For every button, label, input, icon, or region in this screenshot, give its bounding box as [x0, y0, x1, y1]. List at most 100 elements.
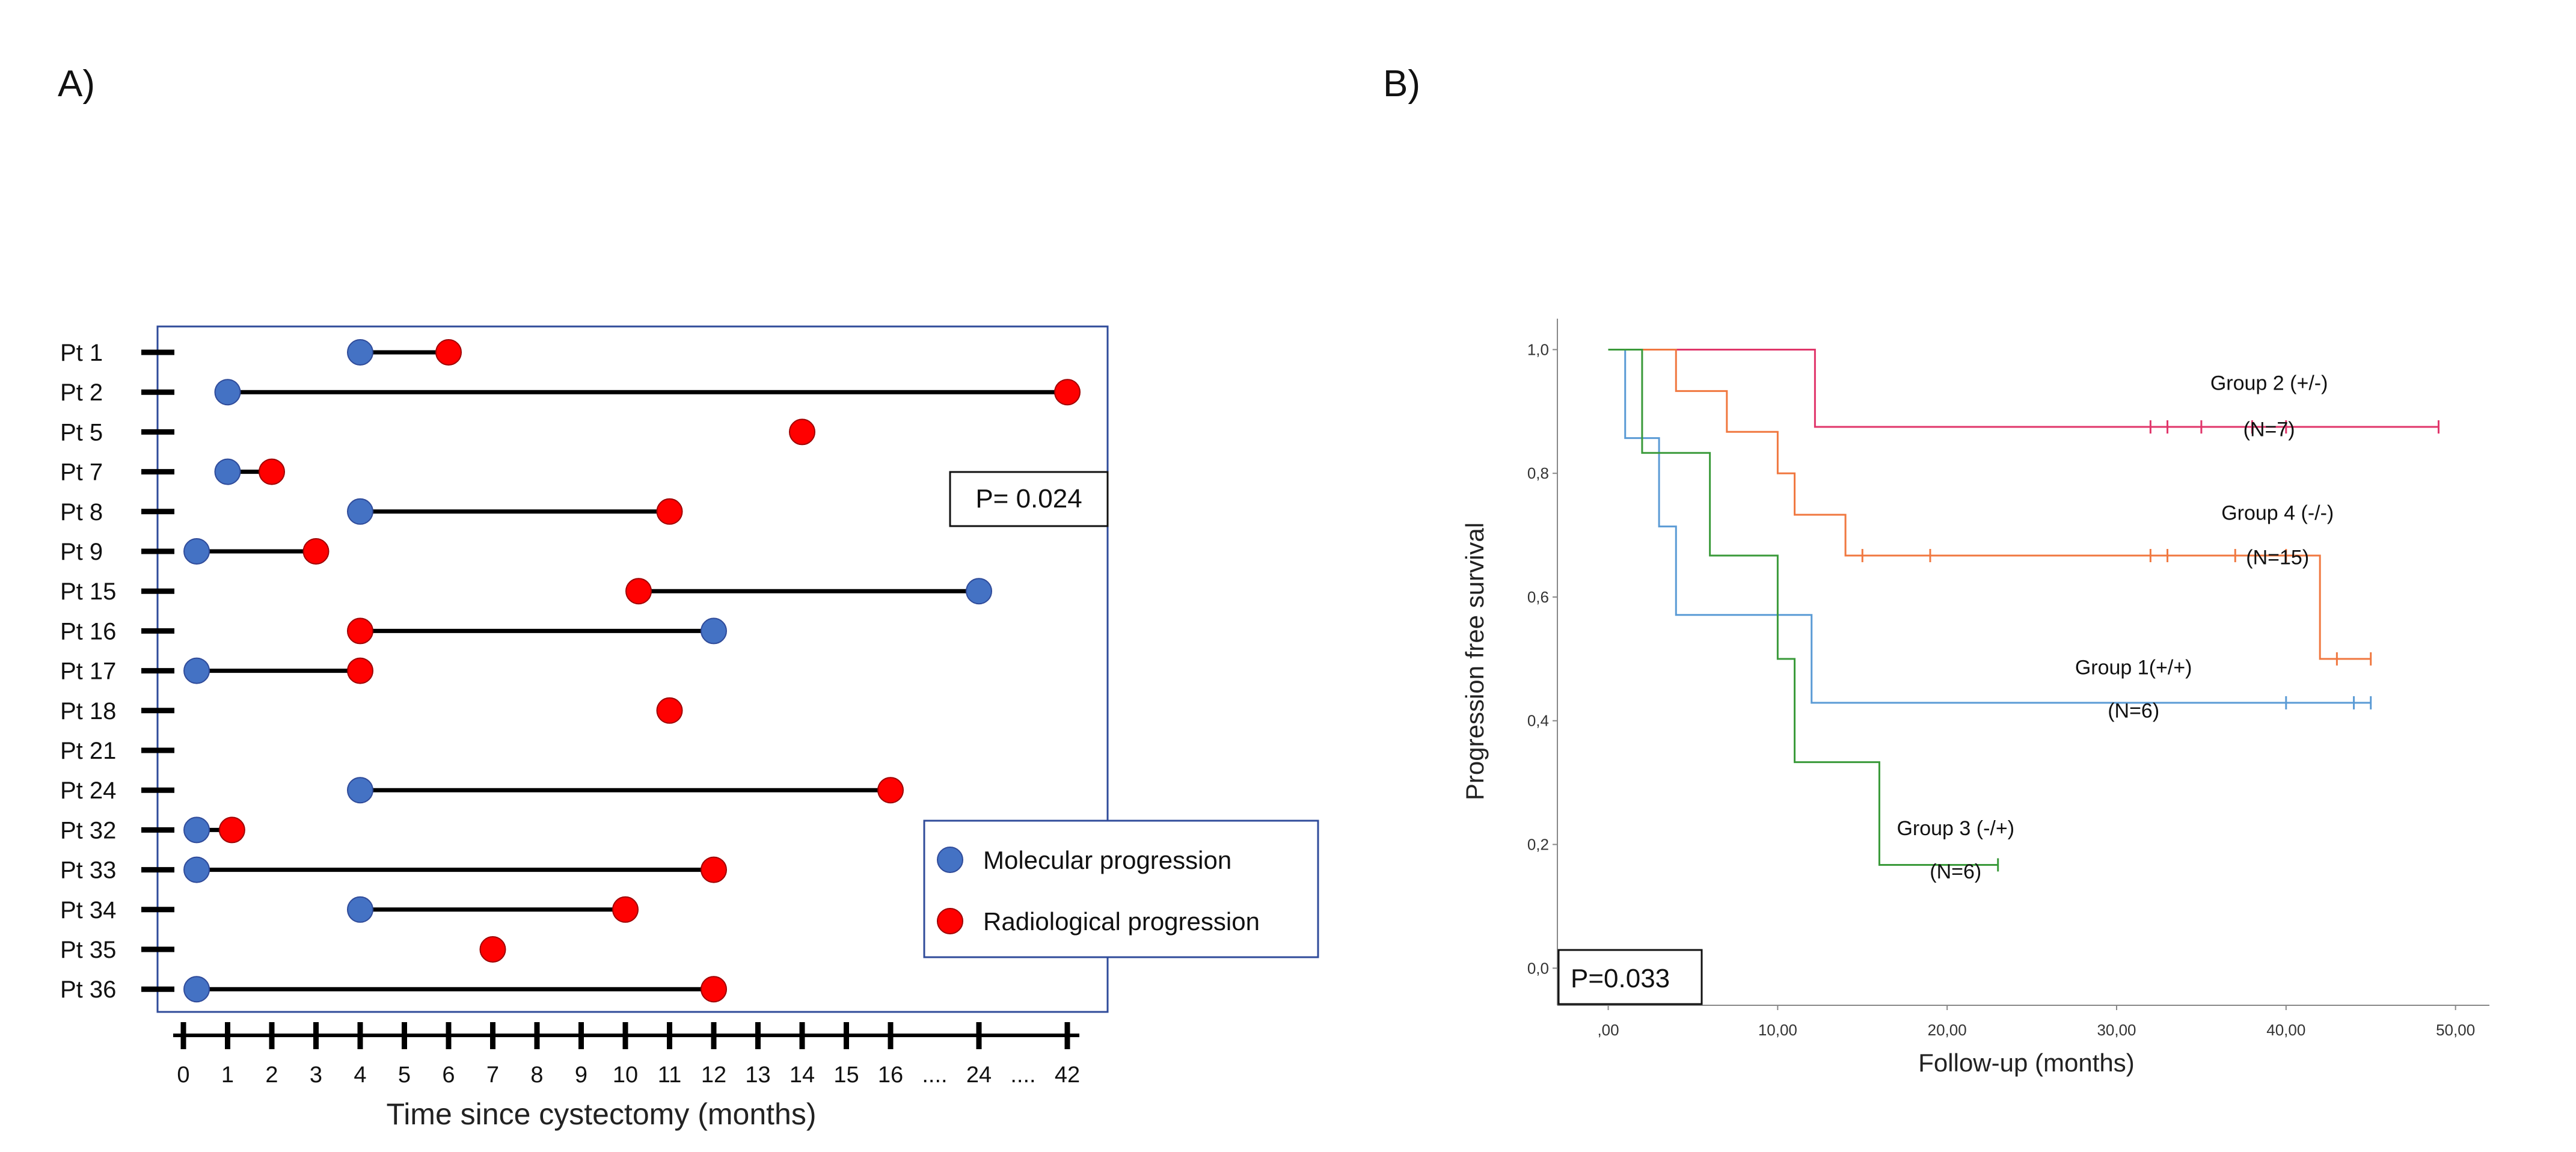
- timeline-x-tick-label: 3: [310, 1062, 322, 1088]
- timeline-row: Pt 5: [60, 418, 815, 446]
- km-y-tick-label: 0,4: [1527, 712, 1549, 730]
- timeline-x-tick-label: 6: [442, 1062, 455, 1088]
- timeline-row: Pt 1: [60, 339, 462, 366]
- timeline-x-tick-label: 1: [221, 1062, 234, 1088]
- timeline-rows: Pt 1 Pt 2 Pt 5 Pt 7 Pt 8 Pt 9 Pt 15 Pt 16 Pt 17 P…: [60, 339, 1081, 1003]
- km-series-n-label: (N=6): [1930, 860, 1981, 883]
- timeline-x-tick-label: 2: [265, 1062, 278, 1088]
- molecular-progression-point: [347, 896, 373, 923]
- timeline-row: Pt 24: [60, 777, 904, 804]
- patient-label: Pt 15: [60, 578, 116, 605]
- radiological-progression-point: [701, 856, 727, 883]
- patient-label: Pt 24: [60, 777, 116, 804]
- km-series-group: Group 3 (-/+) (N=6): [1608, 348, 2014, 883]
- molecular-progression-point: [347, 777, 373, 804]
- timeline-x-tick-label: 15: [833, 1062, 859, 1088]
- patient-label: Pt 8: [60, 499, 103, 525]
- timeline-x-tick-label: 5: [398, 1062, 411, 1088]
- legend-frame: [923, 820, 1319, 958]
- timeline-row: Pt 15: [60, 578, 992, 605]
- timeline-row: Pt 34: [60, 896, 639, 924]
- patient-label: Pt 1: [60, 340, 103, 366]
- timeline-row: Pt 33: [60, 856, 727, 884]
- timeline-x-tick-label: 14: [790, 1062, 815, 1088]
- km-y-tick-label: 1,0: [1527, 340, 1549, 358]
- radiological-progression-point: [347, 657, 373, 684]
- radiological-progression-point: [656, 697, 683, 724]
- radiological-progression-point: [435, 339, 462, 366]
- legend-radiological-marker: [937, 908, 963, 934]
- panel-label-a: A): [58, 63, 95, 105]
- km-series-n-label: (N=6): [2108, 700, 2159, 723]
- timeline-x-tick-label: 11: [658, 1062, 681, 1088]
- patient-label: Pt 7: [60, 459, 103, 486]
- timeline-x-tick-label: 13: [745, 1062, 770, 1088]
- molecular-progression-point: [183, 976, 210, 1003]
- timeline-row: Pt 7: [60, 458, 285, 486]
- timeline-row: Pt 2: [60, 379, 1081, 406]
- patient-label: Pt 36: [60, 976, 116, 1003]
- timeline-x-tick-label: ....: [1010, 1062, 1035, 1088]
- timeline-chart: 0 1 2 3 4 5 6 7 8 9 10 11 12 13 14 15 16.... 24.... 42 Pt …: [60, 325, 1319, 1131]
- timeline-x-tick-label: 8: [530, 1062, 543, 1088]
- km-series-line: [1608, 348, 2371, 704]
- km-series-line: [1608, 348, 2439, 428]
- km-y-tick-label: 0,2: [1527, 836, 1549, 854]
- radiological-progression-point: [479, 936, 506, 963]
- km-series: Group 2 (+/-)(N=7)Group 4 (-/-)(N=15)Gro…: [1608, 348, 2440, 883]
- radiological-progression-point: [302, 538, 330, 565]
- km-x-tick-label: 10,00: [1758, 1021, 1797, 1039]
- km-chart: ,00 10,00 20,00 30,00 40,00 50,00 0,0 0,2 0,4 0,6…: [1461, 319, 2489, 1077]
- km-series-group: Group 1(+/+) (N=6): [1608, 348, 2372, 723]
- radiological-progression-point: [259, 458, 285, 485]
- km-ticks: ,00 10,00 20,00 30,00 40,00 50,00 0,0 0,2 0,4 0,6…: [1527, 340, 2475, 1039]
- patient-label: Pt 9: [60, 539, 103, 565]
- km-x-tick-label: 20,00: [1928, 1021, 1967, 1039]
- km-y-tick-label: 0,0: [1527, 959, 1549, 977]
- molecular-progression-point: [183, 657, 210, 684]
- timeline-row: Pt 18: [60, 697, 683, 725]
- molecular-progression-point: [214, 379, 241, 406]
- timeline-legend: Molecular progression Radiological progr…: [923, 820, 1319, 958]
- radiological-progression-point: [656, 498, 683, 525]
- radiological-progression-point: [347, 617, 373, 645]
- molecular-progression-point: [214, 458, 241, 485]
- patient-label: Pt 33: [60, 857, 116, 884]
- km-x-tick-label: 50,00: [2436, 1021, 2475, 1039]
- timeline-row: Pt 9: [60, 538, 330, 565]
- timeline-x-tick-label: 12: [701, 1062, 726, 1088]
- molecular-progression-point: [347, 339, 373, 366]
- patient-label: Pt 21: [60, 738, 116, 764]
- legend-molecular-label: Molecular progression: [983, 846, 1231, 874]
- radiological-progression-point: [877, 777, 904, 804]
- timeline-row: Pt 35: [60, 936, 506, 963]
- km-y-tick-label: 0,6: [1527, 588, 1549, 606]
- radiological-progression-point: [612, 896, 639, 923]
- km-x-axis-title: Follow-up (months): [1918, 1049, 2134, 1077]
- patient-label: Pt 2: [60, 379, 103, 406]
- timeline-x-tick-label: 42: [1055, 1062, 1080, 1088]
- km-p-value: P=0.033: [1571, 964, 1670, 993]
- patient-label: Pt 17: [60, 658, 116, 685]
- timeline-row: Pt 8: [60, 498, 683, 525]
- km-series-n-label: (N=7): [2243, 418, 2295, 441]
- timeline-x-tick-label: 9: [575, 1062, 587, 1088]
- timeline-x-tick-label: 10: [613, 1062, 638, 1088]
- radiological-progression-point: [625, 578, 652, 605]
- km-p-value-box: P=0.033: [1557, 949, 1703, 1005]
- km-y-tick-label: 0,8: [1527, 464, 1549, 482]
- km-x-tick-label: ,00: [1597, 1021, 1619, 1039]
- km-series-n-label: (N=15): [2246, 546, 2309, 569]
- molecular-progression-point: [183, 538, 210, 565]
- patient-label: Pt 34: [60, 897, 116, 924]
- molecular-progression-point: [183, 856, 210, 883]
- radiological-progression-point: [1054, 379, 1081, 406]
- timeline-p-value: P= 0.024: [975, 484, 1082, 513]
- molecular-progression-point: [183, 817, 210, 844]
- molecular-progression-point: [347, 498, 373, 525]
- km-series-group: Group 4 (-/-) (N=15): [1608, 348, 2372, 666]
- km-series-line: [1608, 348, 2371, 660]
- timeline-x-tick-label: ....: [922, 1062, 947, 1088]
- km-series-group: Group 2 (+/-) (N=7): [1608, 348, 2440, 441]
